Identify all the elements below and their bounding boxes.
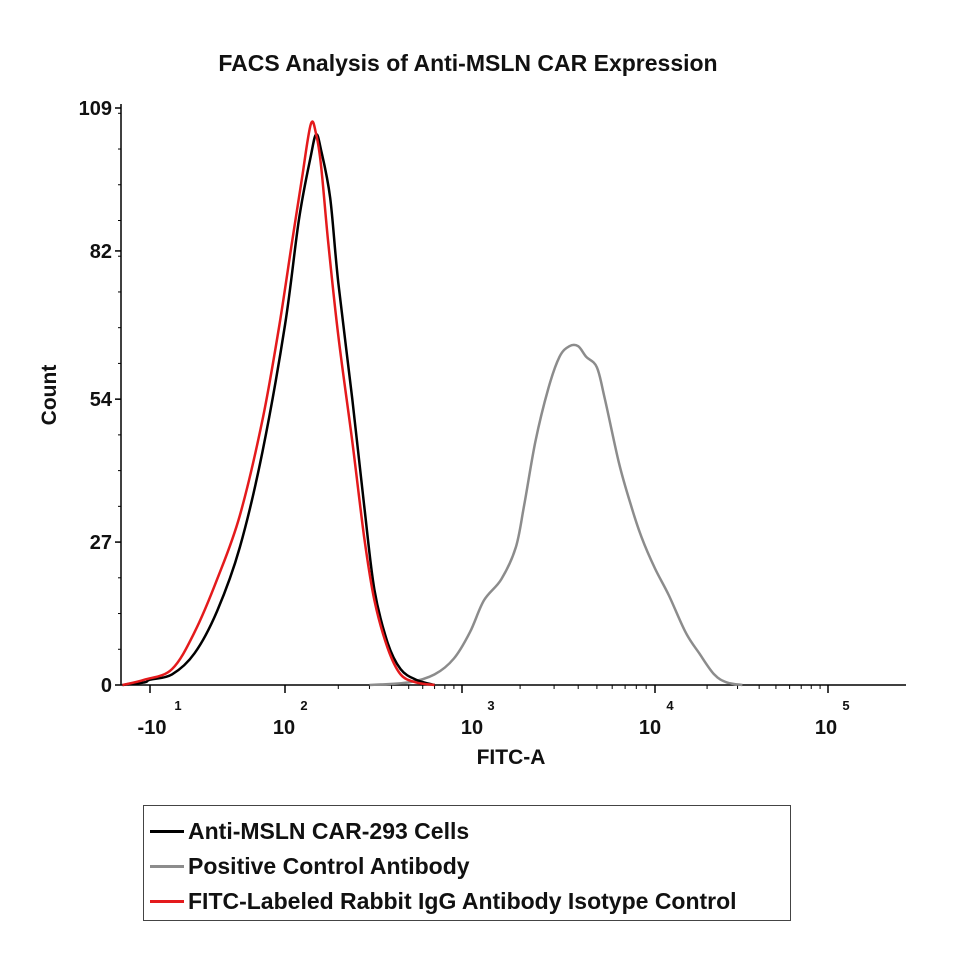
legend-label: Positive Control Antibody [188,853,470,879]
series-line-isotype-control [122,120,435,687]
x-tick-label: 10 [639,717,661,739]
legend-item-car-293: Anti-MSLN CAR-293 Cells [150,814,790,849]
chart-title: FACS Analysis of Anti-MSLN CAR Expressio… [218,50,717,76]
x-tick-exponent: 3 [487,698,494,713]
x-tick-label: 10 [815,717,837,739]
y-ticks: 0 27 54 82 109 [79,98,121,697]
legend-item-isotype-control: FITC-Labeled Rabbit IgG Antibody Isotype… [150,884,790,919]
x-ticks: -10 1 10 2 10 3 10 4 10 5 [138,685,850,739]
y-tick-label: 54 [90,389,113,411]
x-tick-label: -10 [138,717,167,739]
y-tick-label: 27 [90,532,112,554]
legend: Anti-MSLN CAR-293 Cells Positive Control… [143,805,791,921]
series-lines [122,120,743,687]
legend-label: Anti-MSLN CAR-293 Cells [188,818,470,844]
legend-label: FITC-Labeled Rabbit IgG Antibody Isotype… [188,888,737,914]
x-tick-label: 10 [273,717,295,739]
series-line-car-293 [122,133,435,687]
legend-swatch-gray [150,865,184,868]
y-tick-label: 109 [79,98,112,120]
y-axis-title: Count [38,365,61,426]
x-tick-exponent: 5 [842,698,849,713]
legend-swatch-black [150,830,184,833]
axes [120,104,906,686]
x-tick-label: 10 [461,717,483,739]
legend-swatch-red [150,900,184,903]
legend-item-positive-control: Positive Control Antibody [150,849,790,884]
x-tick-exponent: 4 [666,698,674,713]
y-tick-label: 0 [101,675,112,697]
x-tick-exponent: 2 [300,698,307,713]
series-line-positive-control [369,343,743,687]
x-tick-exponent: 1 [174,698,181,713]
y-tick-label: 82 [90,241,112,263]
x-axis-title: FITC-A [477,746,546,769]
